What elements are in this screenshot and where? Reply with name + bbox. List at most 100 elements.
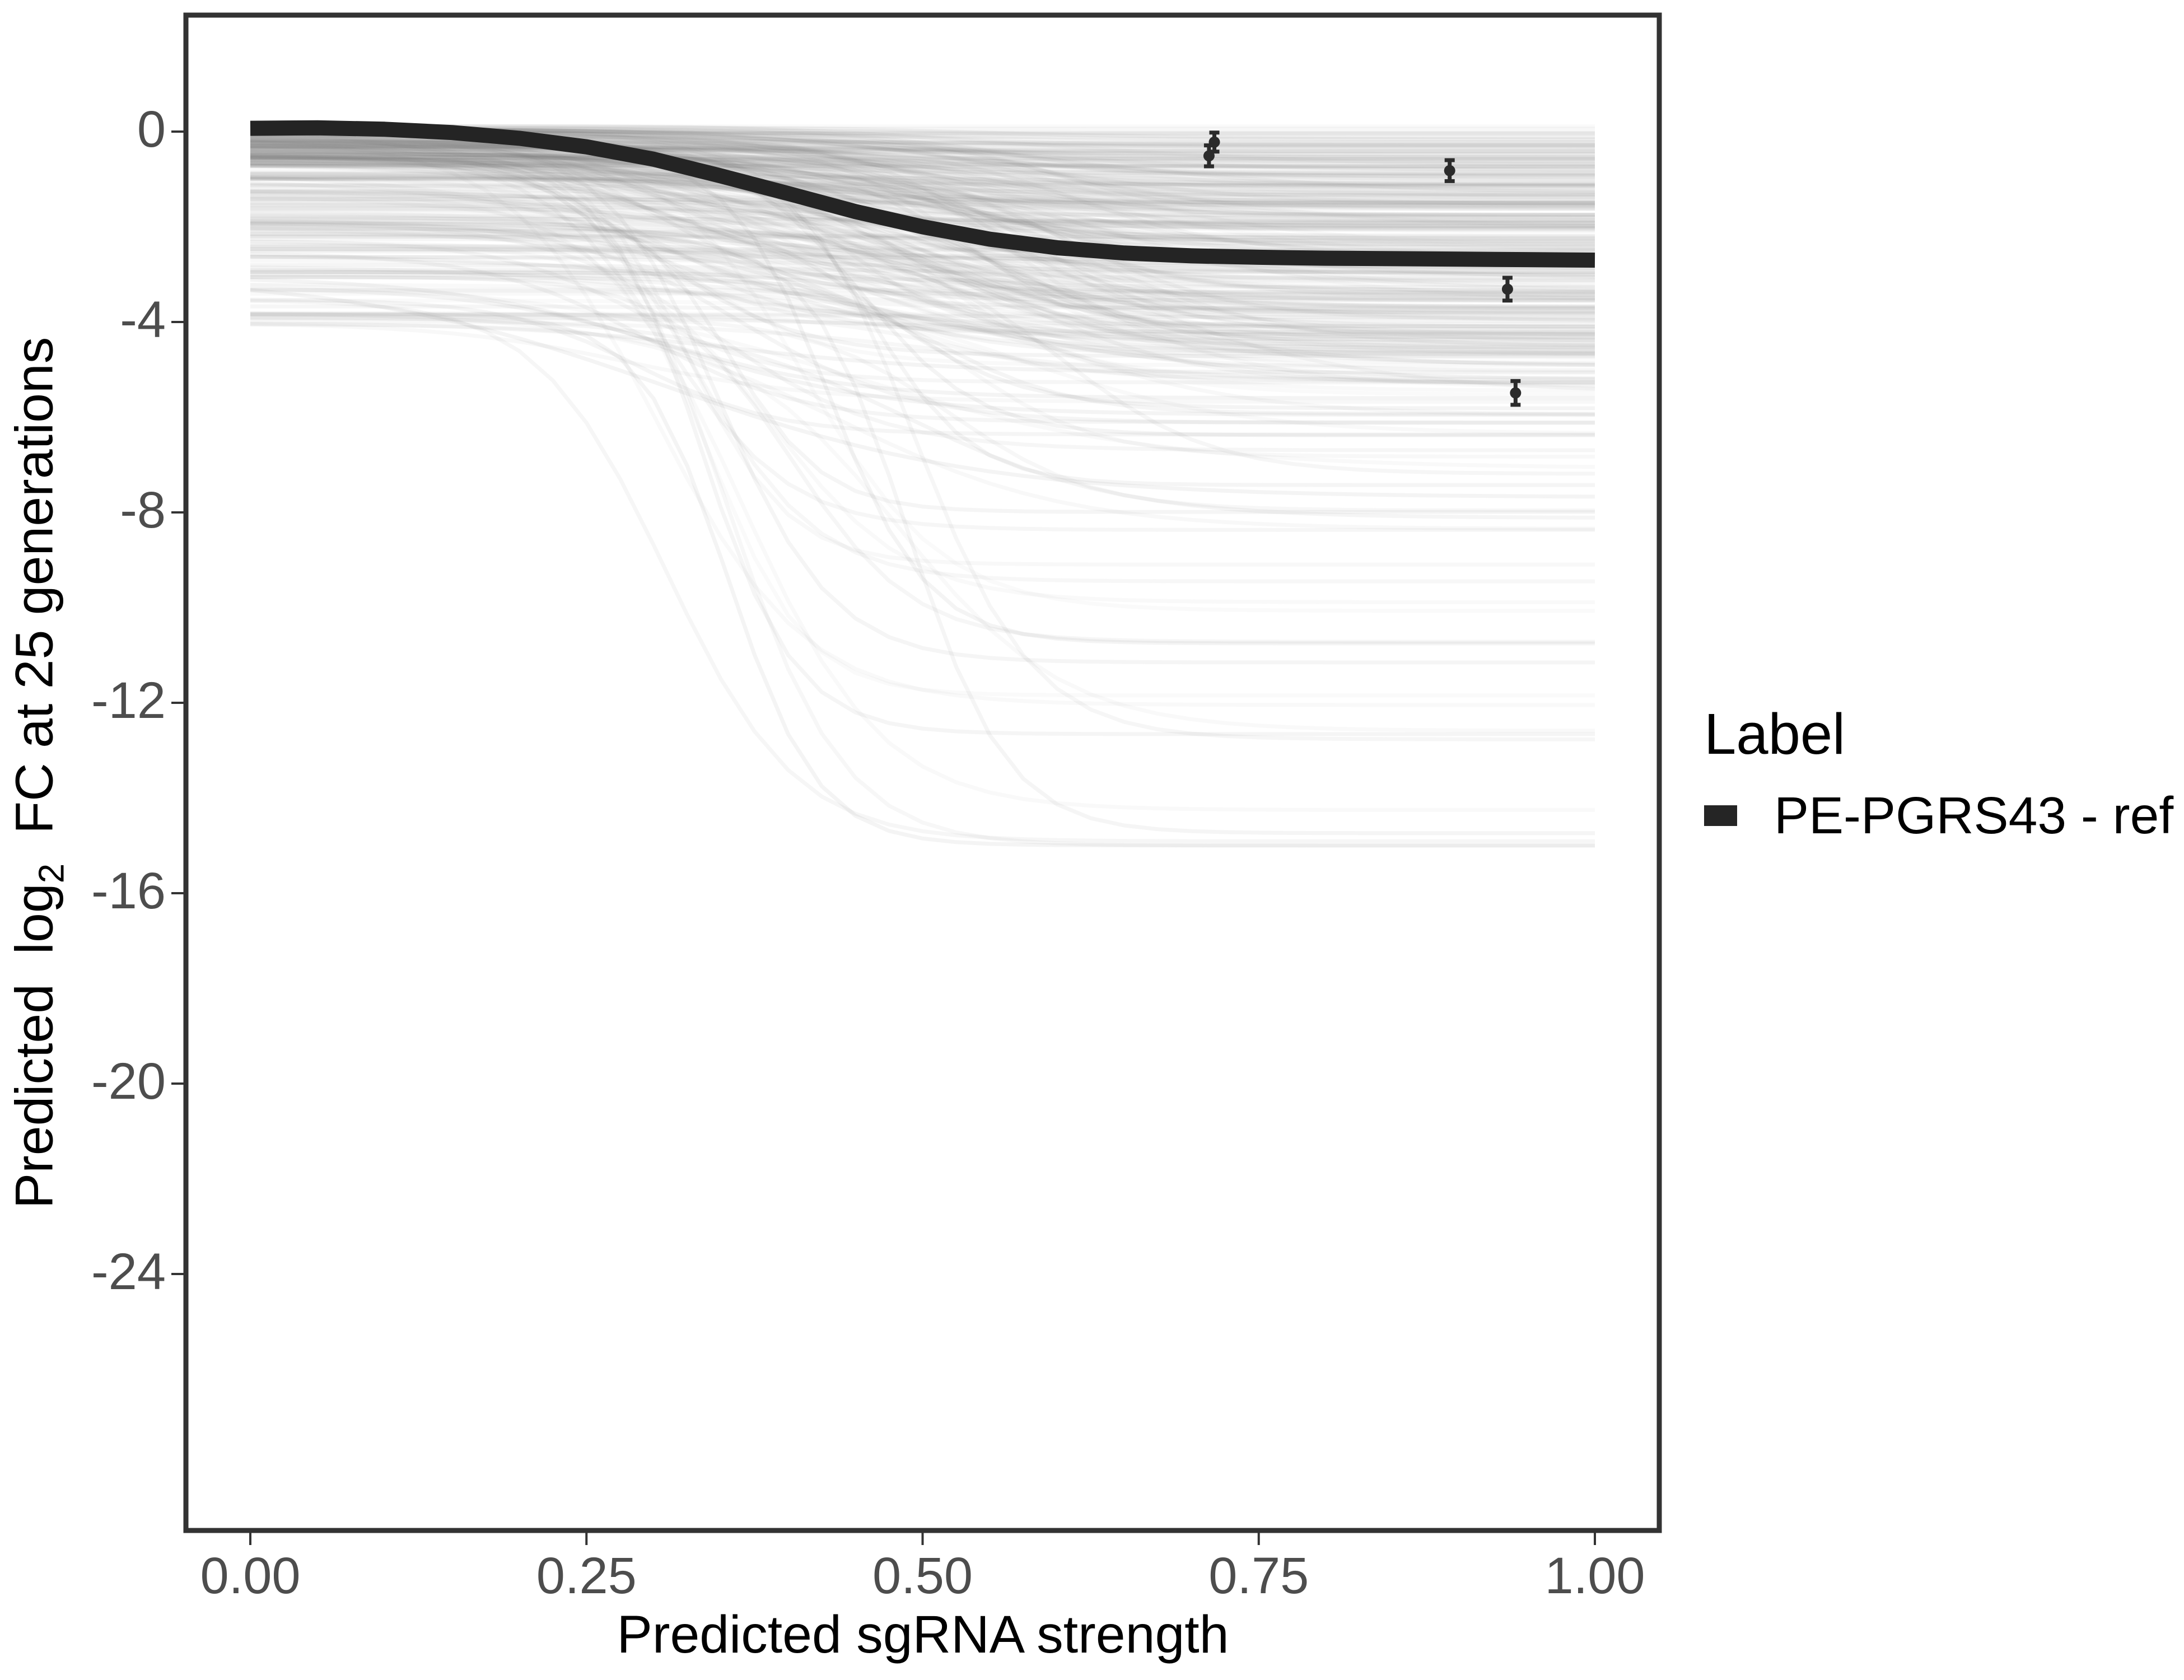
background-curve (250, 235, 1595, 242)
background-curve (250, 145, 1595, 152)
background-curve (250, 162, 1595, 372)
background-curve (250, 216, 1595, 310)
background-curve (250, 154, 1595, 206)
background-curve (250, 154, 1595, 228)
background-curve (250, 158, 1595, 322)
background-curve (250, 158, 1595, 356)
data-point (1444, 158, 1455, 183)
background-curve (250, 139, 1595, 270)
background-curve (250, 212, 1595, 252)
axis-ticks (171, 130, 1596, 1545)
background-curve (250, 144, 1595, 251)
background-curve (250, 164, 1595, 270)
background-curve (250, 184, 1595, 210)
background-curve (250, 156, 1595, 207)
background-curve (250, 153, 1595, 343)
background-curve (250, 315, 1595, 513)
background-curve (250, 278, 1595, 417)
data-point (1510, 379, 1522, 407)
background-curve (250, 232, 1595, 334)
background-curve (250, 162, 1595, 347)
background-curve (250, 203, 1595, 217)
x-tick-label: 1.00 (1544, 1547, 1645, 1604)
background-curve (250, 137, 1595, 225)
background-curve (250, 259, 1595, 283)
background-curve (250, 164, 1595, 225)
background-curve (250, 268, 1595, 309)
background-curve (250, 174, 1595, 186)
background-curve (250, 220, 1595, 293)
background-curve (250, 151, 1595, 206)
background-curve (250, 154, 1595, 314)
background-curve (250, 156, 1595, 332)
background-curve (250, 161, 1595, 244)
background-curve (250, 288, 1595, 499)
background-curve (250, 138, 1595, 222)
background-curve (250, 272, 1595, 416)
background-curve (250, 221, 1595, 452)
x-tick-label: 0.75 (1208, 1547, 1309, 1604)
background-curve (250, 141, 1595, 178)
background-curve (250, 234, 1595, 239)
background-curve (250, 247, 1595, 253)
background-curve (250, 297, 1595, 437)
legend-title: Label (1704, 702, 1846, 766)
background-curve (250, 312, 1595, 320)
background-curve (250, 316, 1595, 335)
background-curve (250, 232, 1595, 836)
background-curve (250, 141, 1595, 164)
background-curve (250, 165, 1595, 380)
background-curve (250, 124, 1595, 147)
background-curve (250, 161, 1595, 188)
background-curve (250, 138, 1595, 665)
background-curve (250, 181, 1595, 355)
background-curve (250, 247, 1595, 315)
background-curve (250, 141, 1595, 183)
background-curve (250, 152, 1595, 341)
background-curve (250, 125, 1595, 250)
background-curve (250, 147, 1595, 176)
background-curve (250, 298, 1595, 353)
background-curve (250, 127, 1595, 302)
background-curve (250, 176, 1595, 211)
background-curve (250, 218, 1595, 252)
background-curve (250, 225, 1595, 246)
background-curve (250, 142, 1595, 208)
y-tick-label: -12 (91, 672, 166, 729)
background-curve (250, 233, 1595, 240)
background-curve (250, 214, 1595, 328)
y-tick-label: -20 (91, 1053, 166, 1110)
background-curve (250, 139, 1595, 302)
background-curve (250, 155, 1595, 336)
y-axis-title-subscript: 2 (31, 863, 72, 884)
background-curve (250, 175, 1595, 345)
background-curve (250, 143, 1595, 159)
background-curve (250, 139, 1595, 277)
background-curve (250, 161, 1595, 316)
background-curve (250, 156, 1595, 297)
background-curve (250, 128, 1595, 312)
background-curve (250, 155, 1595, 186)
background-curve (250, 200, 1595, 205)
background-curve (250, 144, 1595, 228)
background-curve (250, 146, 1595, 241)
x-axis-title: Predicted sgRNA strength (617, 1605, 1229, 1664)
background-curve (250, 270, 1595, 459)
background-curve (250, 155, 1595, 175)
background-curve (250, 242, 1595, 604)
point-marker (1444, 165, 1455, 176)
background-curve (250, 140, 1595, 219)
background-curve (250, 287, 1595, 400)
background-curve (250, 263, 1595, 274)
background-curve (250, 319, 1595, 385)
background-curve (250, 160, 1595, 310)
y-tick-label: -24 (91, 1243, 166, 1300)
x-tick-label: 0.25 (536, 1547, 637, 1604)
background-curve (250, 254, 1595, 275)
background-curve (250, 228, 1595, 388)
background-curve (250, 150, 1595, 188)
background-curve (250, 171, 1595, 393)
background-curve (250, 211, 1595, 384)
background-curve (250, 153, 1595, 195)
